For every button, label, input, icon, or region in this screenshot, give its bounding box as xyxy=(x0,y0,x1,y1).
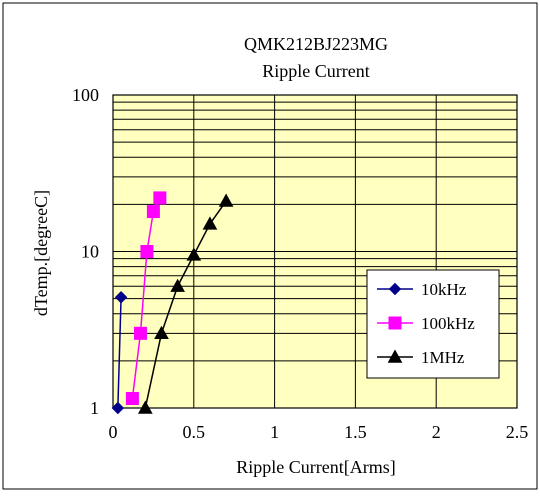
data-point-1mhz xyxy=(218,193,234,207)
data-point-10khz xyxy=(111,401,125,415)
data-point-100khz xyxy=(146,205,160,219)
legend-marker-1mhz xyxy=(387,349,403,363)
x-tick-label: 0.5 xyxy=(183,422,206,442)
series-line-1mhz xyxy=(144,200,227,409)
data-point-1mhz xyxy=(154,325,169,340)
y-axis-label: dTemp.[degreeC] xyxy=(31,190,51,316)
plot-frame xyxy=(112,94,518,409)
x-axis-label: Ripple Current[Arms] xyxy=(236,457,395,477)
plot-layer: 0 0.5 1 1.5 2 2.5 1 10 100 xyxy=(72,85,528,442)
data-point-100khz xyxy=(153,191,167,205)
y-tick-label: 100 xyxy=(72,85,99,105)
x-tick-label: 2 xyxy=(432,422,441,442)
legend-marker-10khz xyxy=(388,282,402,296)
legend-marker-100khz xyxy=(388,316,402,330)
data-point-100khz xyxy=(140,245,154,258)
data-point-1mhz xyxy=(137,400,153,414)
chart-subtitle: Ripple Current xyxy=(262,61,369,81)
legend-label-10khz: 10kHz xyxy=(421,280,467,299)
data-point-1mhz xyxy=(202,216,218,230)
x-tick-label: 0 xyxy=(109,422,118,442)
legend-label-100khz: 100kHz xyxy=(421,314,475,333)
chart-title: QMK212BJ223MG xyxy=(244,34,388,54)
x-tick-label: 1 xyxy=(270,422,279,442)
data-point-100khz xyxy=(125,392,139,406)
data-point-1mhz xyxy=(170,278,185,292)
x-tick-label: 1.5 xyxy=(344,422,367,442)
data-point-1mhz xyxy=(186,247,202,261)
data-point-10khz xyxy=(114,291,128,304)
y-tick-label: 1 xyxy=(90,398,99,418)
y-tick-label: 10 xyxy=(81,242,99,262)
legend-label-1mhz: 1MHz xyxy=(421,348,465,367)
legend: 10kHz 100kHz 1MHz xyxy=(366,269,500,379)
series-line-10khz xyxy=(117,297,122,409)
x-tick-label: 2.5 xyxy=(506,422,529,442)
data-point-100khz xyxy=(133,326,147,340)
